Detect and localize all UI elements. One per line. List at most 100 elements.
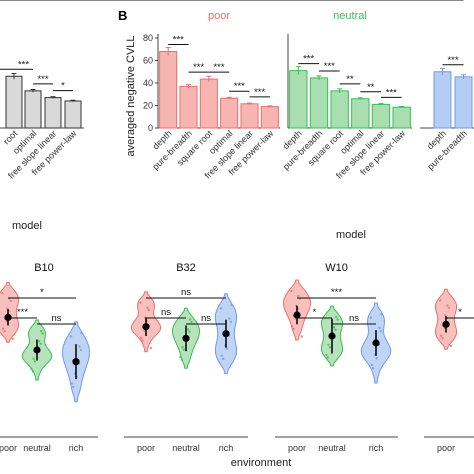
violin-point: [189, 318, 192, 321]
violin-point: [334, 328, 337, 331]
bar-y-tick-label: 20: [143, 101, 153, 111]
violin-point: [1, 327, 5, 330]
violin-sig-label: *: [458, 307, 462, 318]
violin-point: [80, 331, 83, 335]
violin-mean: [372, 339, 380, 347]
violin-point: [222, 357, 225, 361]
violin-point: [30, 367, 33, 371]
violin-sig-label: ns: [349, 313, 359, 324]
bar-free-slope-linear: [240, 103, 259, 129]
panel-b-label: B: [118, 8, 127, 23]
violin-x-tick-label: poor: [288, 443, 306, 453]
violin-panel-W10: W10 poor neutral rich * ns ***: [275, 262, 398, 453]
violin-mean: [293, 311, 301, 319]
violin-point: [33, 360, 37, 363]
violin-x-tick-label: neutral: [318, 443, 346, 453]
bar-pure-root: [5, 75, 23, 129]
violin-point: [336, 318, 339, 321]
violin-point: [328, 346, 332, 349]
bar-sig-label: ***: [447, 55, 458, 66]
violin-point: [11, 337, 15, 340]
violin-mean: [72, 358, 80, 366]
bar-pure-breadth: [309, 77, 329, 129]
violin-point: [297, 294, 300, 298]
bar-sig-label: ***: [193, 62, 204, 73]
violin-panel-title: B10: [34, 262, 54, 274]
violin-x-tick-label: neutral: [23, 443, 51, 453]
violin-point: [230, 303, 233, 307]
bar-y-tick-label: 0: [148, 123, 153, 133]
violin-point: [1, 292, 4, 295]
violin-point: [41, 332, 44, 335]
violin-point: [139, 336, 143, 340]
violin-point: [332, 326, 336, 329]
violin-sig-label: *: [40, 287, 44, 298]
violin-point: [372, 367, 375, 370]
bar-free-power-law: [392, 106, 411, 129]
violin-point: [70, 382, 74, 385]
bar-depth: [433, 71, 452, 129]
bar-sig-label: ***: [386, 87, 397, 98]
bar-sig-label: ***: [303, 54, 314, 65]
violin-sig-label: ns: [51, 313, 61, 324]
bar-depth: [289, 70, 308, 129]
violin-point: [290, 289, 293, 293]
violin-sig-label: ns: [161, 307, 171, 318]
violin-point: [39, 342, 42, 345]
violin-sig-label: ***: [17, 307, 28, 318]
violin-point: [9, 299, 12, 303]
violin-point: [229, 320, 233, 324]
violin-point: [139, 301, 142, 304]
violin-point: [179, 356, 182, 359]
violin-point: [186, 328, 190, 331]
violin-point: [78, 345, 81, 348]
bar-sig-label: ***: [173, 35, 184, 46]
violin-point: [69, 335, 73, 338]
model-axis-label: model: [336, 229, 366, 241]
bar-sig-label: *: [0, 0, 2, 3]
bar-square-root: [199, 78, 218, 129]
violin-sig-label: ns: [201, 313, 211, 324]
violin-point: [6, 307, 9, 310]
violin-x-tick-label: rich: [69, 443, 84, 453]
violin-mean: [328, 332, 336, 340]
bar-sig-label: ***: [254, 87, 265, 98]
violin-point: [79, 348, 83, 352]
bar-panel-neutral: neutral*************depthpure-breadthsqu…: [281, 10, 412, 181]
violin-panel-B10: B10 poor neutral rich *** ns *: [0, 262, 98, 453]
bar-optimal: [24, 90, 42, 129]
violin-panel-partial-right: poor *: [424, 288, 474, 453]
bar-free-power-law: [64, 100, 82, 129]
bar-pure-breadth: [179, 85, 198, 129]
violin-point: [31, 370, 34, 373]
violin-point: [180, 358, 183, 361]
violin-panel-title: B32: [176, 262, 196, 274]
violin-x-tick-label: rich: [369, 443, 384, 453]
violin-point: [370, 363, 373, 367]
violin-point: [380, 313, 383, 316]
violin-point: [379, 330, 383, 333]
bar-panel-title: neutral: [333, 10, 367, 22]
violin-x-tick-label: rich: [219, 443, 234, 453]
violin-mean: [442, 320, 450, 328]
violin-mean: [4, 313, 12, 321]
violin-point: [220, 354, 223, 357]
bar-optimal: [351, 98, 370, 129]
bar-sig-label: ***: [324, 61, 335, 72]
violin-point: [446, 304, 449, 307]
environment-axis-label: environment: [231, 457, 292, 469]
bar-depth: [159, 51, 178, 129]
violin-point: [188, 330, 191, 334]
violin-sig-label: ns: [181, 287, 191, 298]
violin-point: [149, 346, 153, 350]
bar-sig-label: ***: [213, 62, 224, 73]
violin-mean: [182, 334, 190, 342]
violin-point: [228, 317, 231, 320]
violin-point: [441, 337, 444, 340]
violin-point: [141, 339, 144, 342]
violin-mean: [222, 330, 230, 338]
